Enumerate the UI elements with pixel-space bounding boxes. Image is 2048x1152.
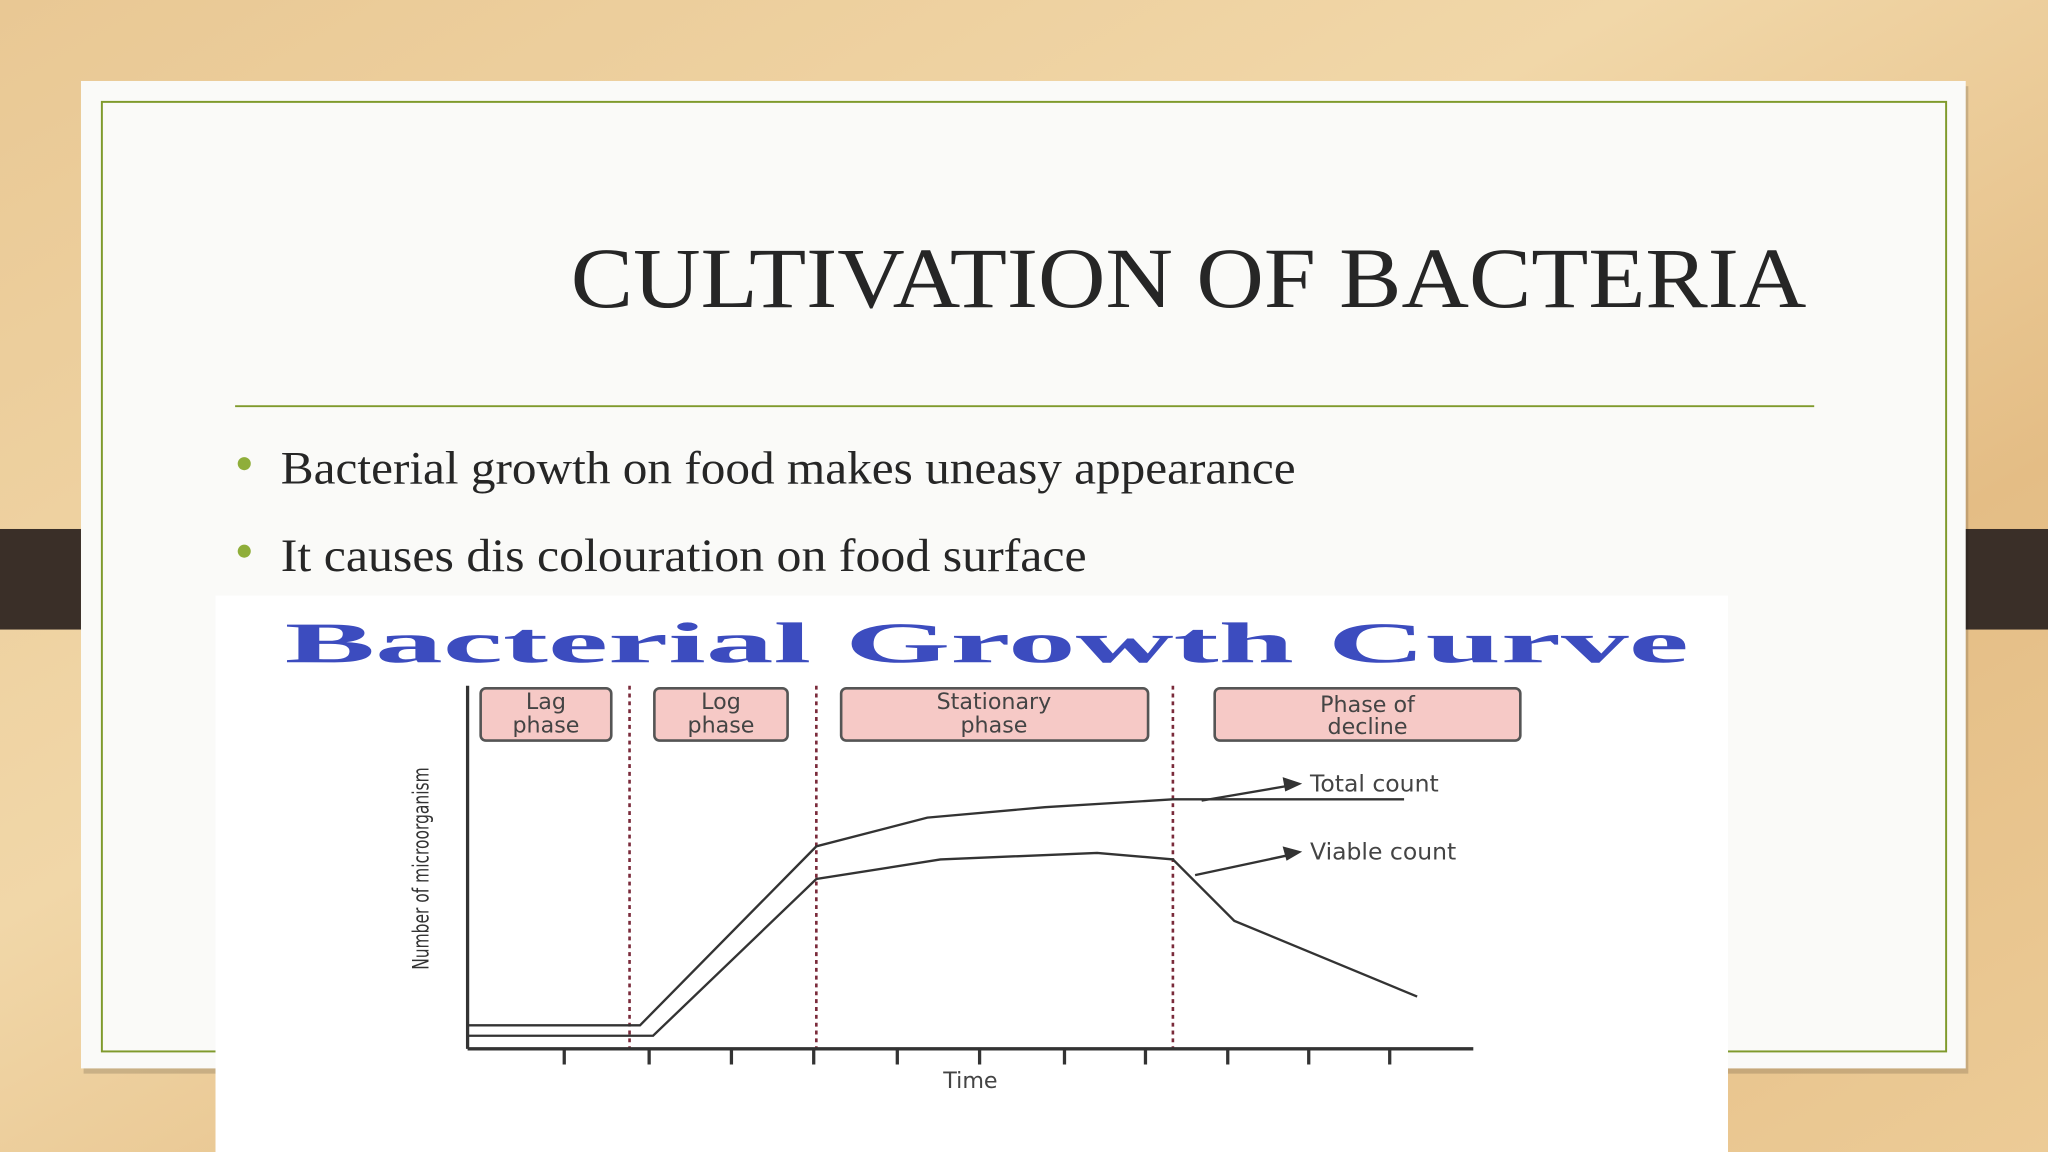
curve-label: Viable count [1310, 837, 1456, 865]
growth-curve-figure: Bacterial Growth Curve Lag phase Log pha… [215, 595, 1728, 1152]
curves [467, 783, 1418, 1037]
phase-dividers [628, 685, 1175, 1049]
phase-label: Stationary [937, 689, 1052, 715]
phase-box [1213, 687, 1522, 742]
phase-label: phase [688, 713, 755, 739]
x-axis-label: Time [942, 1068, 997, 1094]
phase-label: decline [1328, 714, 1408, 740]
slide-title: CULTIVATION OF BACTERIA [571, 230, 1807, 326]
axes [465, 685, 1474, 1065]
viable-count-curve [467, 851, 1418, 1037]
pointer-line [1194, 853, 1294, 877]
phase-label: Log [701, 689, 741, 715]
total-count-curve [467, 798, 1405, 1027]
phase-boxes [479, 687, 1522, 742]
x-axis-ticks [562, 1048, 1392, 1065]
phase-box [653, 687, 789, 742]
phase-box [479, 687, 613, 742]
bullet-dot [237, 457, 251, 471]
figure-title: Bacterial Growth Curve [285, 612, 1689, 675]
curve-label: Total count [1309, 770, 1439, 798]
phase-label: Lag [526, 689, 566, 715]
bullet-text: It causes dis colouration on food surfac… [281, 530, 1087, 582]
bullet-dot [237, 544, 251, 558]
phase-label: phase [960, 713, 1027, 739]
bullet-text: Bacterial growth on food makes uneasy ap… [281, 442, 1296, 494]
phase-labels: Lag phase Log phase Stationary phase Pha… [512, 689, 1416, 740]
phase-box [839, 687, 1150, 742]
y-axis-label: Number of microorganism [408, 767, 434, 969]
pointer-arrow [1282, 846, 1303, 861]
phase-label: phase [512, 713, 579, 739]
phase-label: Phase of [1320, 692, 1416, 718]
pointer-arrow [1282, 777, 1303, 792]
pointer-line [1201, 783, 1294, 802]
